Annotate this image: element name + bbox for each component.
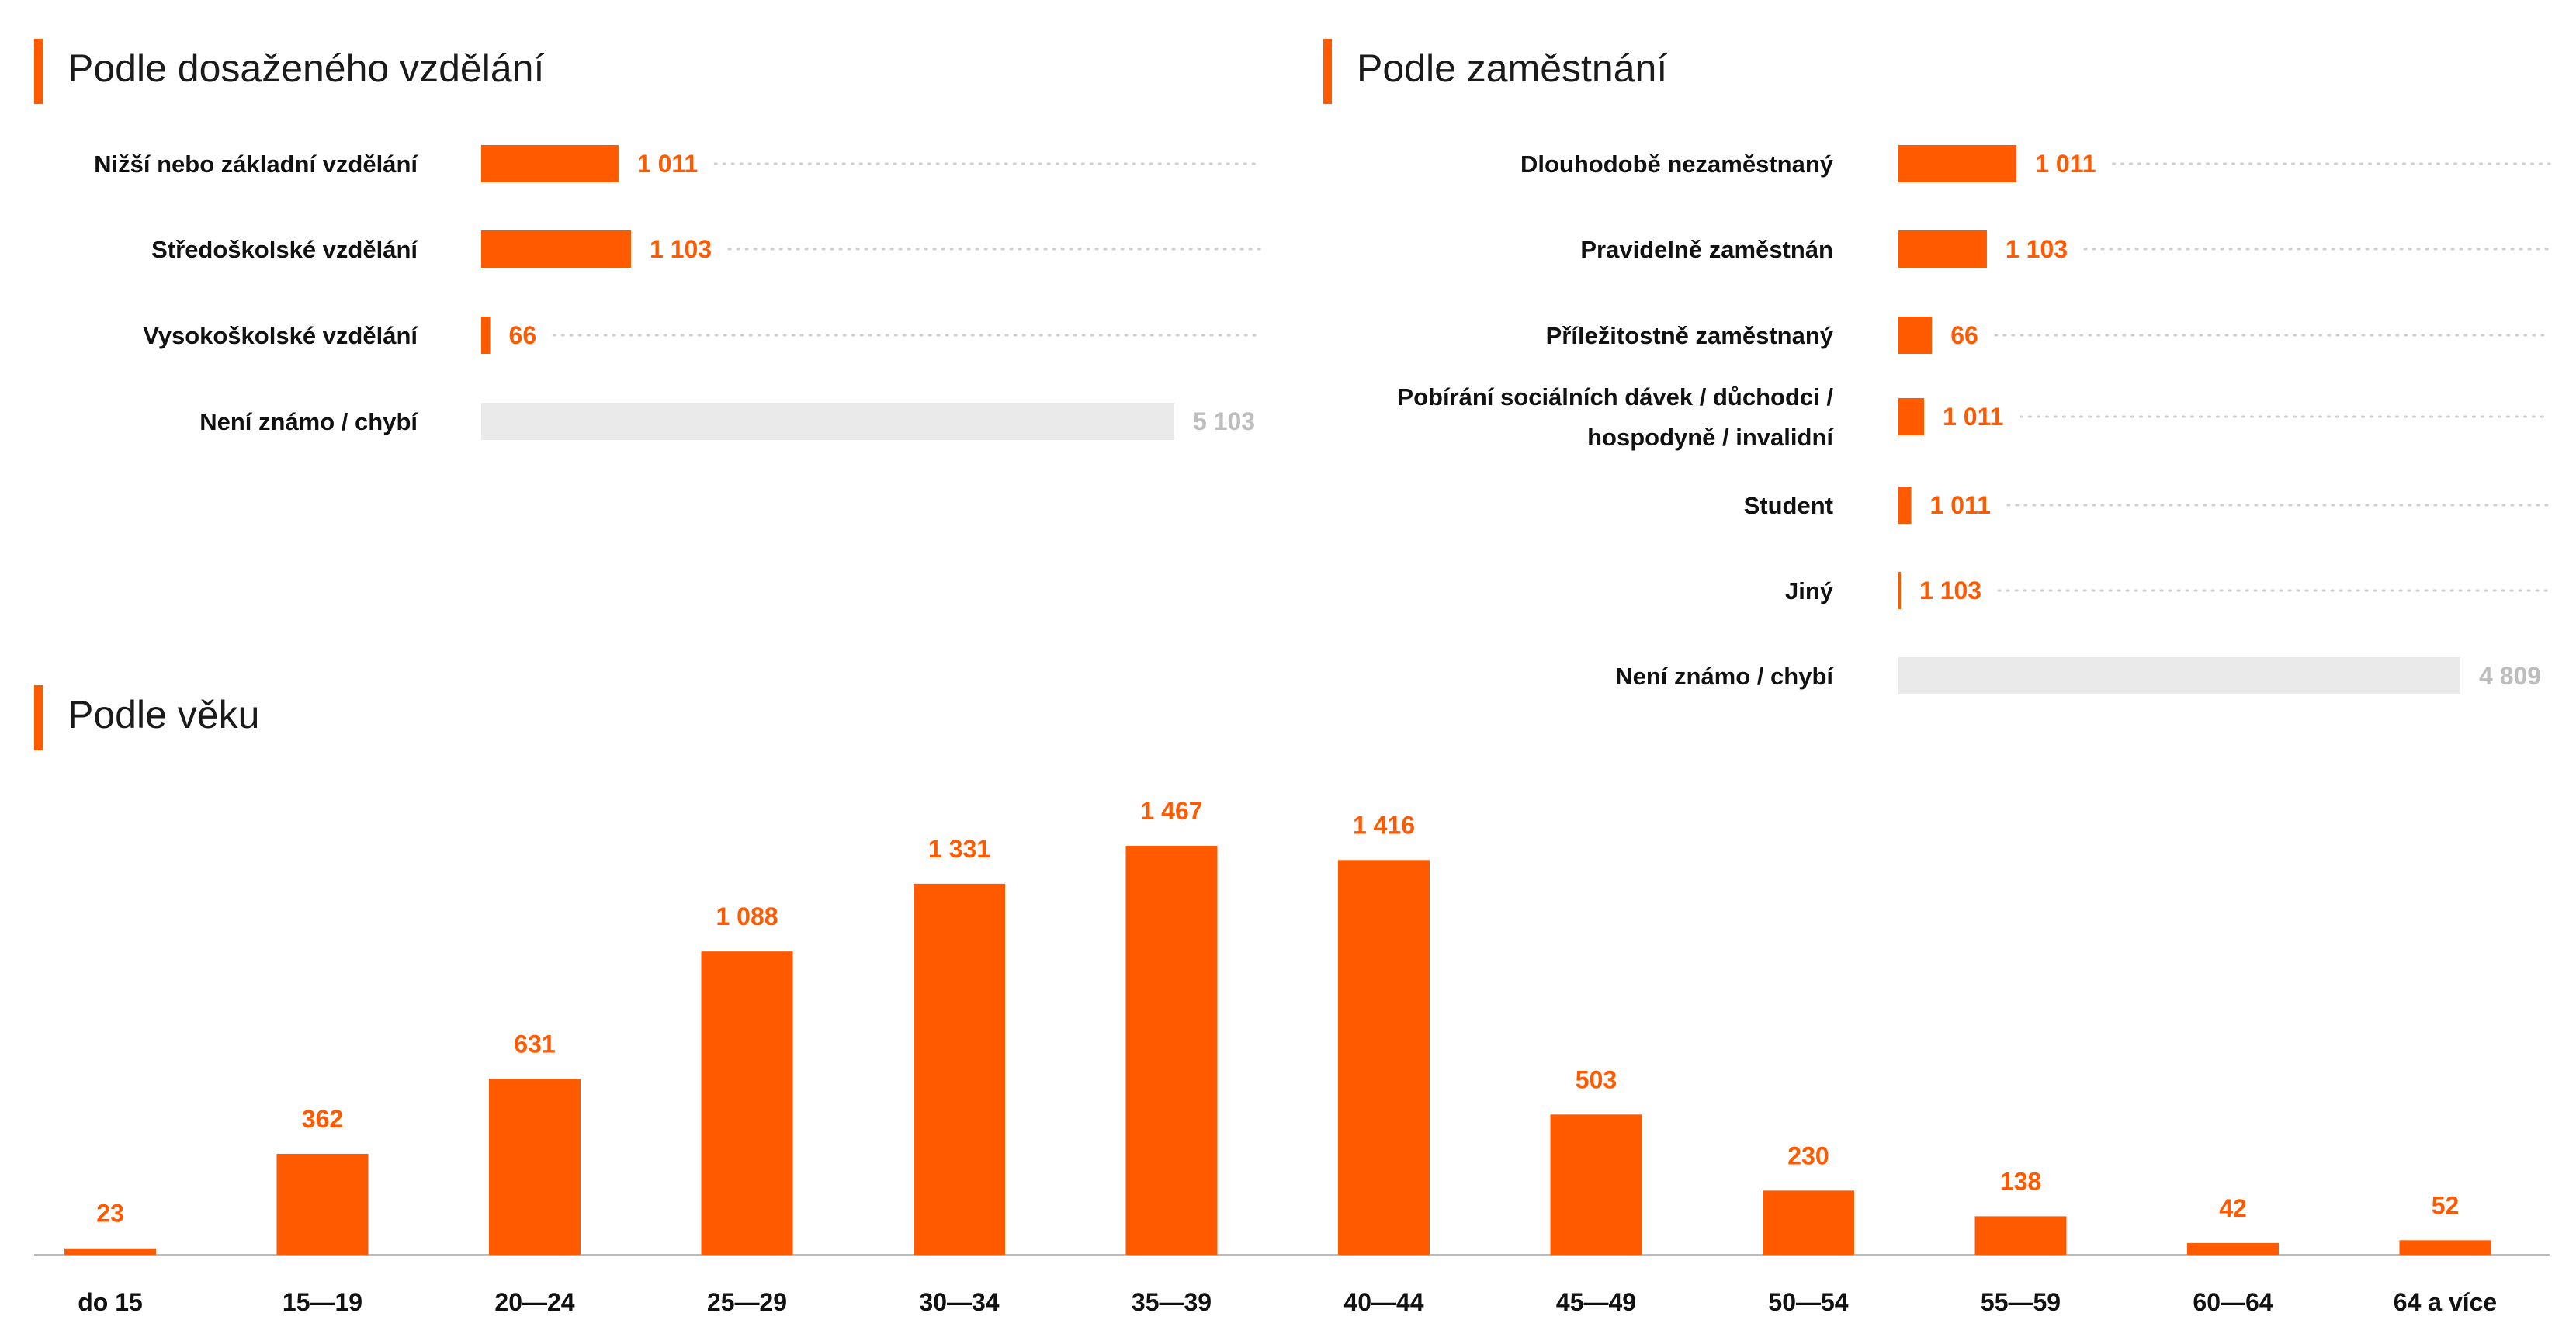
category-label: Student: [1744, 492, 1833, 519]
x-tick-label: 30—34: [919, 1288, 999, 1316]
category-label: Pravidelně zaměstnán: [1580, 236, 1833, 263]
bar: [1898, 487, 1912, 524]
value-label: 230: [1787, 1141, 1829, 1169]
value-label: 362: [302, 1105, 343, 1133]
value-label: 1 331: [928, 835, 990, 863]
bar: [701, 951, 793, 1255]
value-label: 138: [2000, 1167, 2041, 1195]
value-label: 66: [1950, 321, 1978, 349]
x-tick-label: 15—19: [283, 1288, 362, 1316]
education-section: Podle dosaženého vzdělání Nižší nebo zák…: [34, 39, 1262, 440]
value-label: 66: [509, 321, 537, 349]
bar: [489, 1079, 581, 1255]
category-label: Jiný: [1785, 577, 1834, 604]
value-label: 42: [2219, 1194, 2247, 1222]
x-tick-label: 64 a více: [2394, 1288, 2497, 1316]
category-label: Středoškolské vzdělání: [151, 236, 418, 263]
x-tick-label: 50—54: [1768, 1288, 1848, 1316]
category-label: Příležitostně zaměstnaný: [1546, 322, 1834, 349]
bar: [1125, 846, 1218, 1255]
bar: [1898, 145, 2017, 182]
bar: [276, 1153, 369, 1255]
age-bars: 23 do 15 362 15—19 631 20—24 1 088 25—29 1 331 30…: [64, 797, 2497, 1316]
category-label: Není známo / chybí: [1615, 663, 1834, 690]
bar: [481, 145, 619, 182]
x-tick-label: 40—44: [1343, 1288, 1423, 1316]
bar: [914, 883, 1005, 1255]
bar: [1898, 230, 1987, 268]
value-label: 4 809: [2479, 662, 2541, 690]
value-label: 1 416: [1353, 811, 1415, 839]
bar: [1898, 398, 1925, 435]
employment-section: Podle zaměstnání Dlouhodobě nezaměstnaný…: [1323, 39, 2551, 694]
category-label: Vysokoškolské vzdělání: [143, 322, 418, 349]
bar: [1338, 860, 1430, 1255]
age-title-accent: [34, 685, 43, 750]
value-label: 1 011: [2035, 150, 2096, 178]
x-tick-label: 55—59: [1981, 1288, 2061, 1316]
x-tick-label: 45—49: [1556, 1288, 1636, 1316]
category-label: Nižší nebo základní vzdělání: [94, 151, 418, 178]
value-label: 1 011: [1930, 491, 1991, 519]
category-label: Dlouhodobě nezaměstnaný: [1520, 151, 1834, 178]
bar: [1550, 1114, 1642, 1255]
bar: [1898, 572, 1901, 609]
education-title-accent: [34, 39, 43, 104]
bar: [1898, 317, 1933, 354]
x-tick-label: 60—64: [2193, 1288, 2273, 1316]
value-label: 503: [1576, 1065, 1617, 1093]
value-label: 23: [96, 1200, 124, 1228]
education-bars: Nižší nebo základní vzdělání 1 011 Středoš…: [94, 145, 1262, 440]
category-label: Není známo / chybí: [199, 408, 418, 435]
value-label: 631: [514, 1030, 555, 1058]
x-tick-label: 25—29: [707, 1288, 787, 1316]
education-title: Podle dosaženého vzdělání: [68, 47, 544, 90]
value-label: 1 103: [650, 235, 712, 263]
value-label: 1 011: [637, 150, 698, 178]
bar: [1898, 657, 2460, 694]
value-label: 1 103: [2006, 235, 2068, 263]
bar: [1763, 1190, 1854, 1255]
bar: [2187, 1242, 2279, 1255]
bar: [481, 317, 491, 354]
bar: [481, 403, 1174, 440]
value-label: 1 011: [1943, 403, 2003, 431]
bar: [64, 1248, 156, 1255]
bar: [1974, 1216, 2067, 1255]
employment-bars: Dlouhodobě nezaměstnaný 1 011 Pravidelně z…: [1397, 145, 2551, 694]
age-title: Podle věku: [68, 693, 259, 736]
value-label: 52: [2432, 1191, 2460, 1219]
category-label: Pobírání sociálních dávek / důchodci / ho…: [1397, 383, 1834, 451]
value-label: 5 103: [1193, 407, 1255, 435]
value-label: 1 467: [1140, 797, 1202, 825]
x-tick-label: do 15: [78, 1288, 143, 1316]
bar: [481, 230, 632, 268]
x-tick-label: 35—39: [1132, 1288, 1212, 1316]
employment-title: Podle zaměstnání: [1357, 47, 1667, 90]
x-tick-label: 20—24: [494, 1288, 574, 1316]
bar: [2399, 1240, 2491, 1255]
employment-title-accent: [1323, 39, 1332, 104]
value-label: 1 088: [716, 902, 778, 930]
value-label: 1 103: [1919, 577, 1981, 604]
